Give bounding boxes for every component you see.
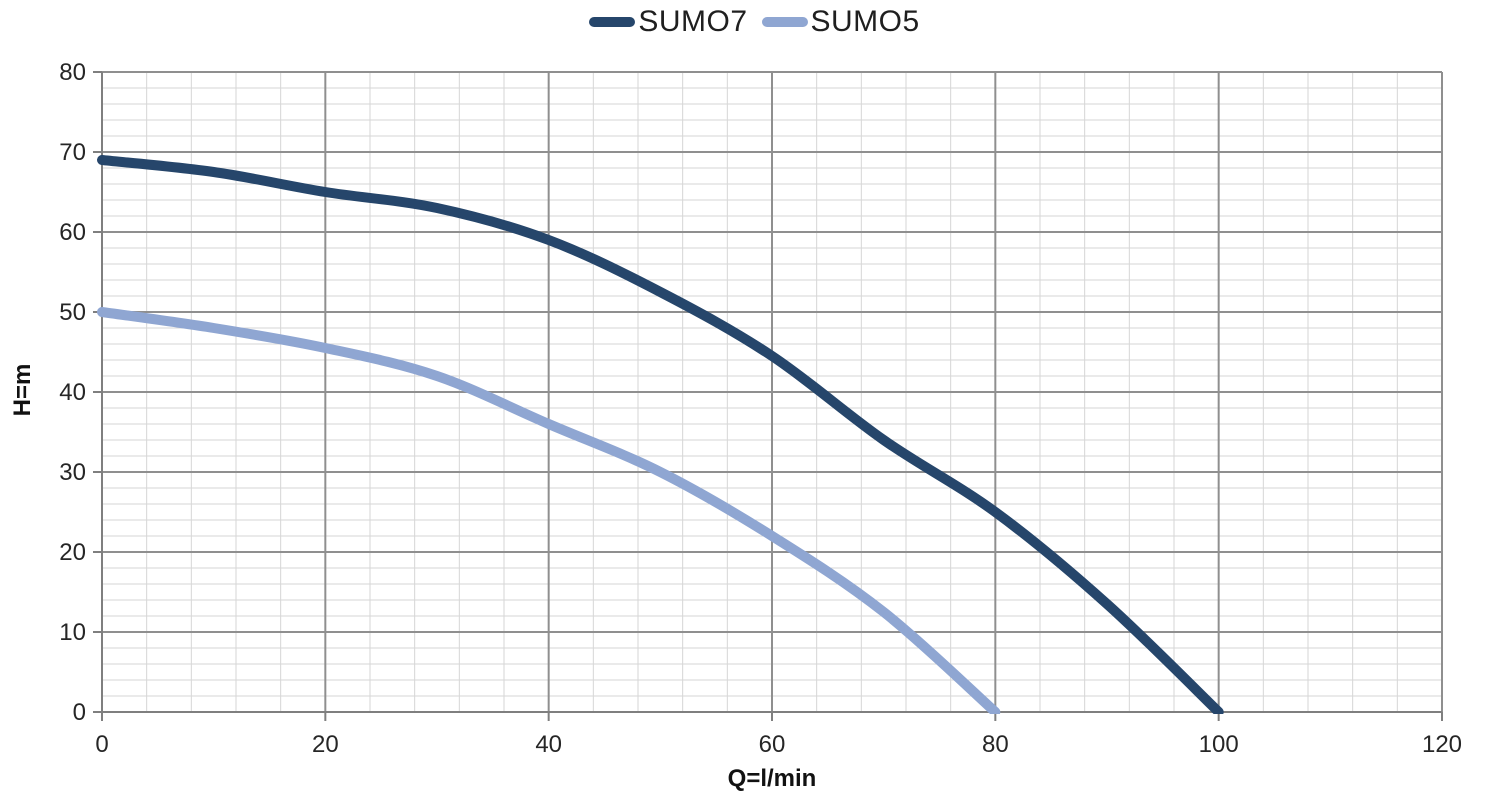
y-tick-label: 70 bbox=[59, 139, 86, 166]
y-tick-label: 80 bbox=[59, 59, 86, 86]
x-tick-label: 40 bbox=[535, 731, 562, 758]
chart-legend: SUMO7 SUMO5 bbox=[0, 5, 1509, 39]
y-axis-title: H=m bbox=[9, 364, 36, 417]
x-tick-label: 60 bbox=[759, 731, 786, 758]
legend-label-sumo5: SUMO5 bbox=[810, 5, 920, 38]
sumo7-line-marker-icon bbox=[589, 17, 636, 27]
y-tick-label: 40 bbox=[59, 379, 86, 406]
y-tick-label: 60 bbox=[59, 219, 86, 246]
x-axis-title: Q=l/min bbox=[728, 765, 817, 792]
y-tick-labels: 0 10 20 30 40 50 60 70 80 bbox=[59, 59, 86, 726]
x-tick-label: 20 bbox=[312, 731, 339, 758]
tick-marks bbox=[93, 71, 1443, 721]
x-tick-label: 100 bbox=[1199, 731, 1239, 758]
x-tick-labels: 0 20 40 60 80 100 120 bbox=[95, 731, 1462, 758]
y-tick-label: 50 bbox=[59, 299, 86, 326]
series-curves bbox=[97, 155, 1224, 714]
y-tick-label: 20 bbox=[59, 539, 86, 566]
y-tick-label: 10 bbox=[59, 619, 86, 646]
sumo5-line-marker-icon bbox=[761, 17, 808, 27]
x-tick-label: 80 bbox=[982, 731, 1009, 758]
legend-item-sumo5: SUMO5 bbox=[761, 5, 920, 39]
x-tick-label: 0 bbox=[95, 731, 108, 758]
y-tick-label: 30 bbox=[59, 459, 86, 486]
y-tick-label: 0 bbox=[73, 699, 86, 726]
legend-label-sumo7: SUMO7 bbox=[638, 5, 748, 38]
major-gridlines bbox=[102, 71, 1443, 712]
x-tick-label: 120 bbox=[1422, 731, 1462, 758]
curve-sumo5 bbox=[97, 307, 1001, 714]
curve-sumo7 bbox=[97, 155, 1224, 714]
legend-item-sumo7: SUMO7 bbox=[589, 5, 747, 39]
